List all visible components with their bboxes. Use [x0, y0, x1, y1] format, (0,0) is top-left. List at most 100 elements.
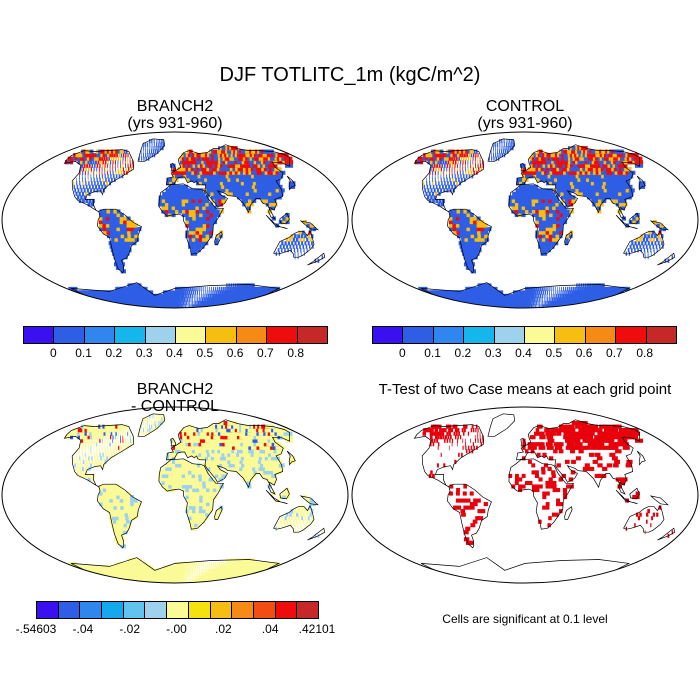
- colorbar-swatch: [267, 327, 298, 343]
- colorbar-swatch: [167, 602, 189, 618]
- coastline-madagascar: [564, 231, 573, 245]
- colorbar-tick-label: 0.6: [575, 346, 593, 360]
- coastline-indonesia1: [265, 489, 288, 505]
- colorbar-swatch: [176, 327, 207, 343]
- coastline-australia: [273, 229, 315, 258]
- colorbar-branch2: [23, 326, 328, 344]
- coastline-antarctica: [70, 282, 281, 308]
- colorbar-swatch: [403, 327, 434, 343]
- coastline-uk: [520, 437, 527, 447]
- colorbar-control: [372, 326, 677, 344]
- colorbar-tick-label: 0.7: [606, 346, 623, 360]
- coastline-borneo: [629, 487, 640, 500]
- colorbar-swatch: [297, 327, 328, 343]
- coastline-australia: [623, 229, 665, 258]
- map-diff: [1, 406, 349, 584]
- coastline-japan: [636, 450, 646, 466]
- diff-title-line1: BRANCH2: [136, 381, 214, 398]
- coastline-madagascar: [214, 506, 223, 520]
- colorbar-swatch: [253, 602, 276, 618]
- coastline-antarctica: [420, 282, 631, 308]
- colorbar-swatch: [232, 602, 254, 618]
- coastline-newGuinea: [649, 495, 669, 506]
- colorbar-tick-label: 0.1: [75, 346, 92, 360]
- colorbar-tick-label: -.00: [166, 622, 187, 636]
- coastline-japan: [286, 450, 296, 466]
- coastline-indonesia1: [615, 489, 638, 505]
- coastline-northAmerica: [413, 149, 484, 213]
- colorbar-swatch: [585, 327, 617, 343]
- colorbar-swatch: [464, 327, 495, 343]
- map-control: [351, 131, 699, 309]
- colorbar-tick-label: 0.3: [135, 346, 153, 360]
- coastline-newGuinea: [299, 220, 319, 231]
- ttest-panel-title: T-Test of two Case means at each grid po…: [378, 381, 672, 398]
- figure-title: DJF TOTLITC_1m (kgC/m^2): [219, 64, 481, 86]
- coastline-eurasia: [516, 144, 641, 220]
- colorbar-tick-label: 0.6: [226, 346, 244, 360]
- coastline-indonesia1: [265, 214, 288, 230]
- colorbar-swatch: [494, 327, 526, 343]
- colorbar-swatch: [37, 602, 59, 618]
- control-title-line1: CONTROL: [485, 98, 565, 115]
- coastline-eurasia: [166, 144, 291, 220]
- colorbar-tick-label: .04: [261, 622, 279, 636]
- coastline-uk: [520, 162, 527, 172]
- coastline-africa: [508, 183, 574, 255]
- coastline-southAmerica: [97, 208, 142, 274]
- colorbar-tick-label: 0.5: [196, 346, 214, 360]
- coastline-indonesia1: [615, 214, 638, 230]
- coastline-northAmerica: [63, 424, 134, 488]
- colorbar-tick-label: 0.8: [287, 346, 305, 360]
- coastline-northAmerica: [413, 424, 484, 488]
- colorbar-swatch: [24, 327, 55, 343]
- coastline-japan: [286, 175, 296, 191]
- coastline-antarctica: [420, 557, 631, 583]
- branch2-title-line2: (yrs 931-960): [127, 115, 223, 132]
- branch2-panel-title: BRANCH2 (yrs 931-960): [100, 98, 250, 132]
- colorbar-swatch: [123, 602, 146, 618]
- colorbar-swatch: [188, 602, 211, 618]
- coastline-borneo: [279, 487, 290, 500]
- colorbar-tick-label: -.54603: [15, 622, 57, 636]
- colorbar-swatch: [373, 327, 404, 343]
- colorbar-swatch: [102, 602, 124, 618]
- coastline-nz: [657, 252, 676, 266]
- branch2-title-line1: BRANCH2: [136, 98, 214, 115]
- colorbar-tick-label: .42101: [298, 622, 336, 636]
- colorbar-tick-label: 0.2: [105, 346, 123, 360]
- colorbar-swatch: [58, 602, 81, 618]
- significance-note: Cells are significant at 0.1 level: [442, 612, 608, 626]
- colorbar-tick-label: 0.7: [257, 346, 274, 360]
- colorbar-swatch: [145, 602, 168, 618]
- colorbar-swatch: [555, 327, 586, 343]
- coastline-nz: [307, 527, 326, 541]
- coastline-japan: [636, 175, 646, 191]
- coastline-africa: [158, 458, 224, 530]
- coastline-australia: [623, 504, 665, 533]
- coastline-uk: [170, 437, 177, 447]
- map-frame: [351, 406, 699, 584]
- colorbar-swatch: [236, 327, 268, 343]
- colorbar-diff: [36, 601, 319, 619]
- coastline-southAmerica: [447, 208, 492, 274]
- coastline-borneo: [629, 212, 640, 225]
- coastline-southAmerica: [447, 483, 492, 549]
- coastline-greenland: [137, 138, 166, 162]
- map-branch2: [1, 131, 349, 309]
- colorbar-swatch: [210, 602, 233, 618]
- coastline-africa: [158, 183, 224, 255]
- colorbar-swatch: [206, 327, 237, 343]
- coastline-uk: [170, 162, 177, 172]
- coastline-greenland: [487, 413, 516, 437]
- coastline-greenland: [137, 413, 166, 437]
- colorbar-swatch: [646, 327, 677, 343]
- coastline-greenland: [487, 138, 516, 162]
- colorbar-tick-label: -.04: [72, 622, 94, 636]
- colorbar-tick-label: 0.1: [424, 346, 441, 360]
- colorbar-swatch: [297, 602, 318, 618]
- coastline-newGuinea: [649, 220, 669, 231]
- colorbar-swatch: [115, 327, 146, 343]
- colorbar-tick-label: 0.4: [166, 346, 183, 360]
- colorbar-swatch: [525, 327, 556, 343]
